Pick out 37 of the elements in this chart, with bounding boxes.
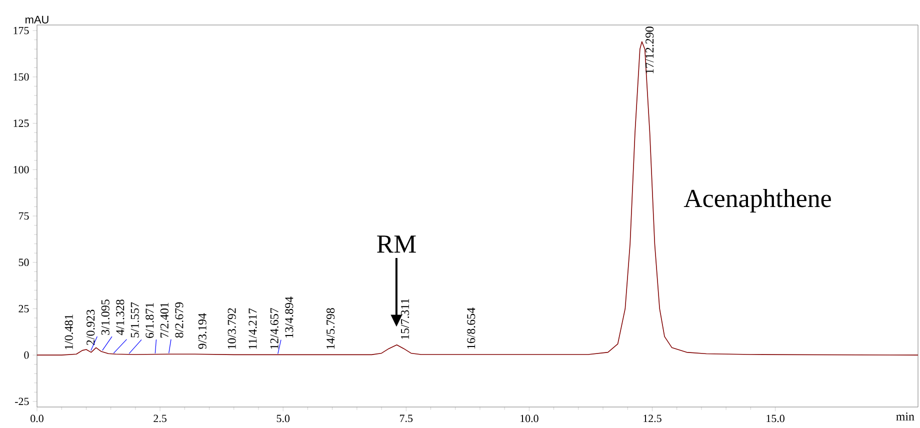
annotation: 15/7.311 xyxy=(400,298,410,339)
y-tick-label: 150 xyxy=(14,73,29,81)
annotation: 3/1.095 xyxy=(101,300,110,335)
x-tick-label: 10.0 xyxy=(520,414,538,422)
annotation: 8/2.679 xyxy=(175,302,184,338)
x-tick-label: 15.0 xyxy=(766,414,784,422)
annotation: 10/3.792 xyxy=(228,308,236,349)
x-tick-label: 5.0 xyxy=(276,414,290,422)
annotation: 1/0.481 xyxy=(64,314,73,350)
annotation: 13/4.894 xyxy=(285,296,294,338)
y-tick-label: 50 xyxy=(18,258,29,266)
x-tick-label: 2.5 xyxy=(154,414,166,422)
y-tick-label: 175 xyxy=(14,26,29,34)
y-tick-label: 125 xyxy=(14,120,29,127)
annotation: Acenaphthene xyxy=(684,188,831,212)
x-axis-title: min xyxy=(896,412,914,420)
annotation: 6/1.871 xyxy=(146,303,154,338)
y-axis-title: mAU xyxy=(26,16,48,24)
y-tick-label: 100 xyxy=(14,166,29,174)
annotation: RM xyxy=(377,236,416,253)
annotation: 14/5.798 xyxy=(326,308,335,349)
annotation: 11/4.217 xyxy=(248,308,257,349)
y-tick-label: 25 xyxy=(18,305,29,312)
y-tick-label: -25 xyxy=(15,398,29,406)
annotation: 12/4.657 xyxy=(270,308,278,349)
y-tick-label: 75 xyxy=(18,212,29,220)
annotation: 4/1.328 xyxy=(116,300,124,336)
annotation: 16/8.654 xyxy=(467,308,476,349)
annotation: 7/2.401 xyxy=(160,302,169,338)
annotation: 5/1.557 xyxy=(130,302,139,338)
y-tick-label: 0 xyxy=(24,351,29,359)
annotation: 17/12.290 xyxy=(646,26,654,74)
x-tick-label: 0.0 xyxy=(30,414,44,422)
annotation: 9/3.194 xyxy=(198,313,206,349)
annotation: 2/0.923 xyxy=(86,310,95,345)
x-tick-label: 7.5 xyxy=(400,414,413,422)
x-tick-label: 12.5 xyxy=(644,414,662,422)
